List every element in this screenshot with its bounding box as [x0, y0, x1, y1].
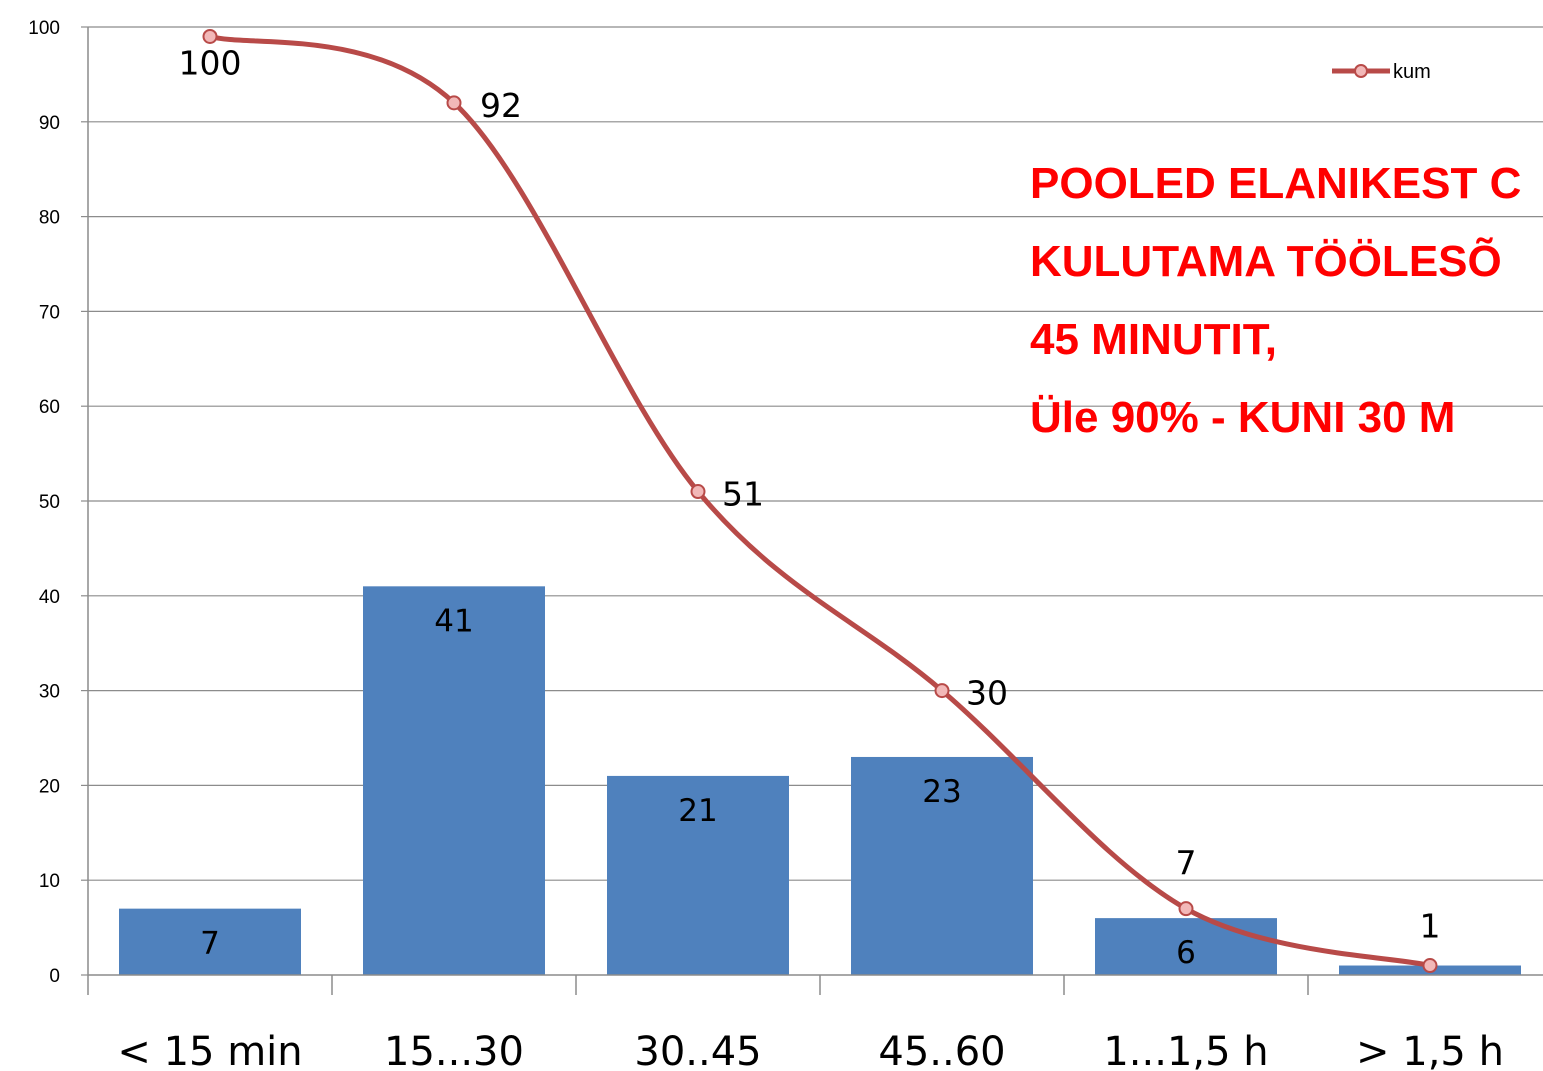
- y-tick-label-60: 60: [39, 397, 60, 418]
- kum-point-1: [446, 95, 462, 111]
- kum-point-4: [1178, 901, 1194, 917]
- legend: kum: [1332, 61, 1431, 83]
- kum-label-1: 92: [480, 86, 522, 125]
- annotation-line-2: KULUTAMA TÖÖLESÕ: [1030, 236, 1502, 286]
- kum-label-3: 30: [966, 674, 1008, 713]
- kum-label-0: 100: [179, 43, 242, 82]
- bar-1: [363, 586, 545, 975]
- kum-point-5: [1422, 958, 1438, 974]
- gridlines: [81, 26, 1543, 976]
- bar-series: [119, 586, 1521, 975]
- y-tick-label-20: 20: [39, 776, 60, 797]
- x-tick-label-4: 1...1,5 h: [1103, 1029, 1268, 1071]
- y-tick-label-70: 70: [39, 302, 60, 323]
- kum-label-4: 7: [1176, 844, 1197, 883]
- legend-label-kum: kum: [1393, 61, 1431, 83]
- kum-line-path: [209, 34, 1431, 968]
- kum-point-2: [690, 484, 706, 500]
- bar-3: [851, 756, 1033, 975]
- kum-point-3: [934, 683, 950, 699]
- legend-marker-swatch: [1354, 64, 1368, 78]
- bar-label-4: 6: [1176, 935, 1196, 971]
- y-tick-label-100: 100: [28, 18, 60, 39]
- bar-label-1: 41: [434, 603, 473, 639]
- annotation-line-3: 45 MINUTIT,: [1030, 315, 1277, 364]
- x-axis-tick-labels: < 15 min 15...30 30..45 45..60 1...1,5 h > 1,…: [117, 1029, 1504, 1071]
- annotation-line-4: Üle 90% - KUNI 30 M: [1030, 393, 1455, 442]
- y-tick-label-40: 40: [39, 587, 60, 608]
- x-tick-label-3: 45..60: [878, 1029, 1005, 1071]
- bar-label-0: 7: [200, 926, 220, 962]
- annotation-text: POOLED ELANIKEST C KULUTAMA TÖÖLESÕ 45 M…: [1030, 159, 1521, 442]
- kum-label-2: 51: [722, 475, 764, 514]
- x-tick-label-1: 15...30: [384, 1029, 524, 1071]
- axes: [87, 27, 1543, 995]
- y-tick-label-90: 90: [39, 113, 60, 134]
- kum-label-5: 1: [1420, 907, 1441, 946]
- bar-2: [607, 775, 789, 975]
- y-tick-label-30: 30: [39, 682, 60, 703]
- bar-0: [119, 908, 301, 975]
- bar-label-3: 23: [922, 774, 961, 810]
- x-tick-label-5: > 1,5 h: [1356, 1029, 1504, 1071]
- bar-data-labels: 7 41 21 23 6: [200, 603, 1196, 971]
- bar-4: [1095, 918, 1277, 975]
- y-tick-label-10: 10: [39, 871, 60, 892]
- y-tick-label-50: 50: [39, 492, 60, 513]
- kum-line-series: [202, 28, 1438, 974]
- y-axis-tick-labels: 0 10 20 30 40 50 60 70 80 90 100: [28, 18, 60, 987]
- x-tick-label-2: 30..45: [634, 1029, 761, 1071]
- y-tick-label-80: 80: [39, 208, 60, 229]
- bar-label-2: 21: [678, 793, 717, 829]
- x-tick-label-0: < 15 min: [117, 1029, 302, 1071]
- y-tick-label-0: 0: [49, 966, 60, 987]
- annotation-line-1: POOLED ELANIKEST C: [1030, 159, 1521, 208]
- line-data-labels: 100 92 51 30 7 1: [179, 43, 1441, 945]
- kum-point-0: [202, 28, 218, 44]
